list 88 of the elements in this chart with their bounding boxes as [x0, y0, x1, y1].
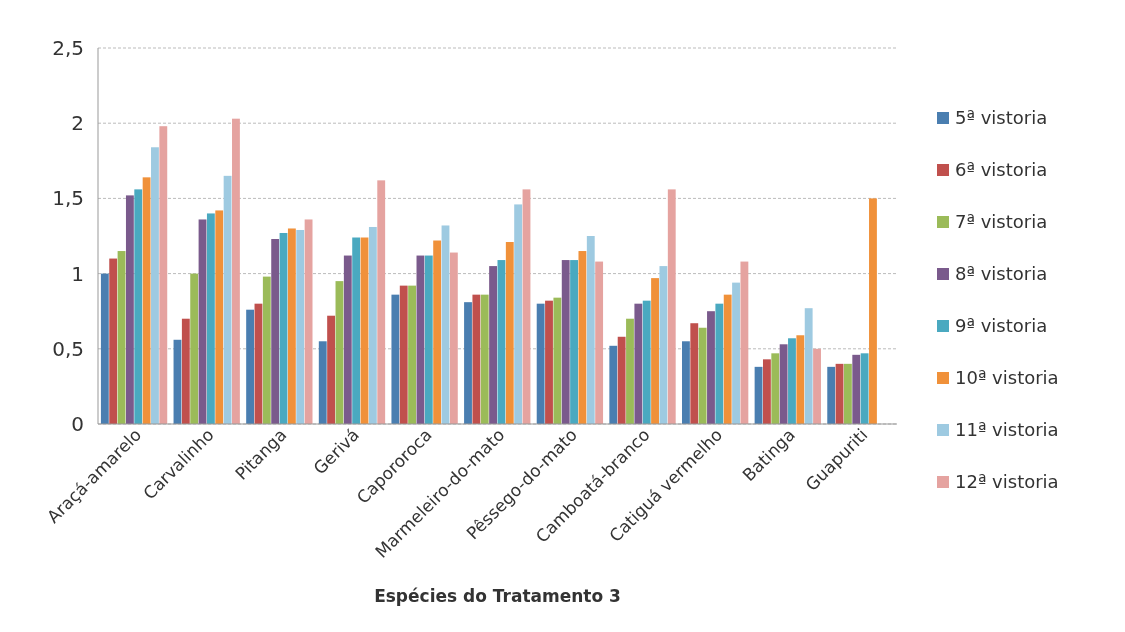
bar	[827, 366, 836, 424]
y-tick-label: 0	[71, 412, 84, 436]
legend-label: 5ª vistoria	[955, 107, 1048, 129]
bar	[433, 240, 442, 424]
bar	[707, 311, 715, 424]
bar	[536, 303, 545, 424]
bar	[190, 273, 199, 424]
bar	[869, 198, 877, 424]
bar	[626, 318, 634, 424]
bar	[634, 303, 643, 424]
bar	[464, 302, 472, 424]
legend-label: 11ª vistoria	[955, 419, 1059, 441]
bar	[296, 229, 305, 424]
legend-label: 8ª vistoria	[955, 263, 1048, 285]
y-tick-label: 0,5	[52, 336, 84, 361]
bar	[125, 195, 134, 424]
y-tick-label: 2	[71, 111, 84, 136]
bar	[514, 204, 523, 424]
bar	[232, 118, 240, 424]
bar	[860, 353, 869, 424]
legend-label: 9ª vistoria	[955, 315, 1048, 337]
bar	[399, 285, 408, 424]
bar	[617, 336, 626, 424]
bar	[206, 213, 215, 424]
legend-label: 7ª vistoria	[955, 211, 1048, 233]
bar	[304, 219, 313, 424]
bar	[659, 266, 668, 424]
bar	[796, 335, 805, 424]
bar	[368, 226, 377, 424]
bar	[762, 359, 771, 424]
y-tick-label: 1,5	[52, 186, 84, 211]
bar	[740, 261, 749, 424]
bar	[262, 276, 271, 424]
bar	[287, 228, 296, 424]
bar	[109, 258, 118, 424]
x-axis-title: Espécies do Tratamento 3	[374, 586, 621, 606]
bar	[690, 323, 699, 424]
legend-label: 12ª vistoria	[955, 471, 1059, 493]
bar	[352, 237, 361, 424]
bar	[142, 177, 151, 424]
bar	[667, 189, 676, 424]
bar	[449, 252, 458, 424]
legend-label: 6ª vistoria	[955, 159, 1048, 181]
bar	[318, 341, 327, 424]
bar	[424, 255, 433, 424]
bar	[391, 294, 400, 424]
bar	[595, 261, 604, 424]
bar	[223, 175, 232, 424]
bar	[159, 126, 168, 424]
bar	[723, 294, 732, 424]
bar	[651, 278, 659, 424]
y-tick-label: 1	[71, 261, 84, 286]
bar	[271, 239, 280, 424]
bar	[181, 318, 190, 424]
bar	[570, 260, 578, 424]
legend-label: 10ª vistoria	[955, 367, 1059, 389]
bar	[804, 308, 813, 424]
bar	[215, 210, 224, 424]
bar	[642, 300, 651, 424]
bar	[779, 344, 788, 424]
bar	[100, 273, 109, 424]
bar	[715, 303, 724, 424]
bar	[771, 353, 780, 424]
bar	[377, 180, 386, 424]
bar	[698, 327, 707, 424]
bar	[480, 294, 489, 424]
bar	[578, 251, 587, 424]
bar	[472, 294, 481, 424]
bar	[852, 354, 861, 424]
bar	[843, 363, 852, 424]
bar	[246, 309, 255, 424]
bar	[586, 236, 595, 424]
bar	[343, 255, 352, 424]
bar	[408, 285, 417, 424]
y-tick-label: 2,5	[52, 36, 84, 60]
bar	[609, 345, 618, 424]
bar	[561, 260, 570, 424]
bar	[788, 338, 796, 424]
bar	[151, 147, 159, 424]
bar	[505, 242, 514, 424]
bar	[134, 189, 143, 424]
bar	[545, 300, 553, 424]
bar	[682, 341, 690, 424]
bar	[732, 282, 740, 424]
bar	[813, 348, 821, 424]
bar	[489, 266, 497, 424]
bar	[553, 297, 562, 424]
bar	[327, 315, 336, 424]
